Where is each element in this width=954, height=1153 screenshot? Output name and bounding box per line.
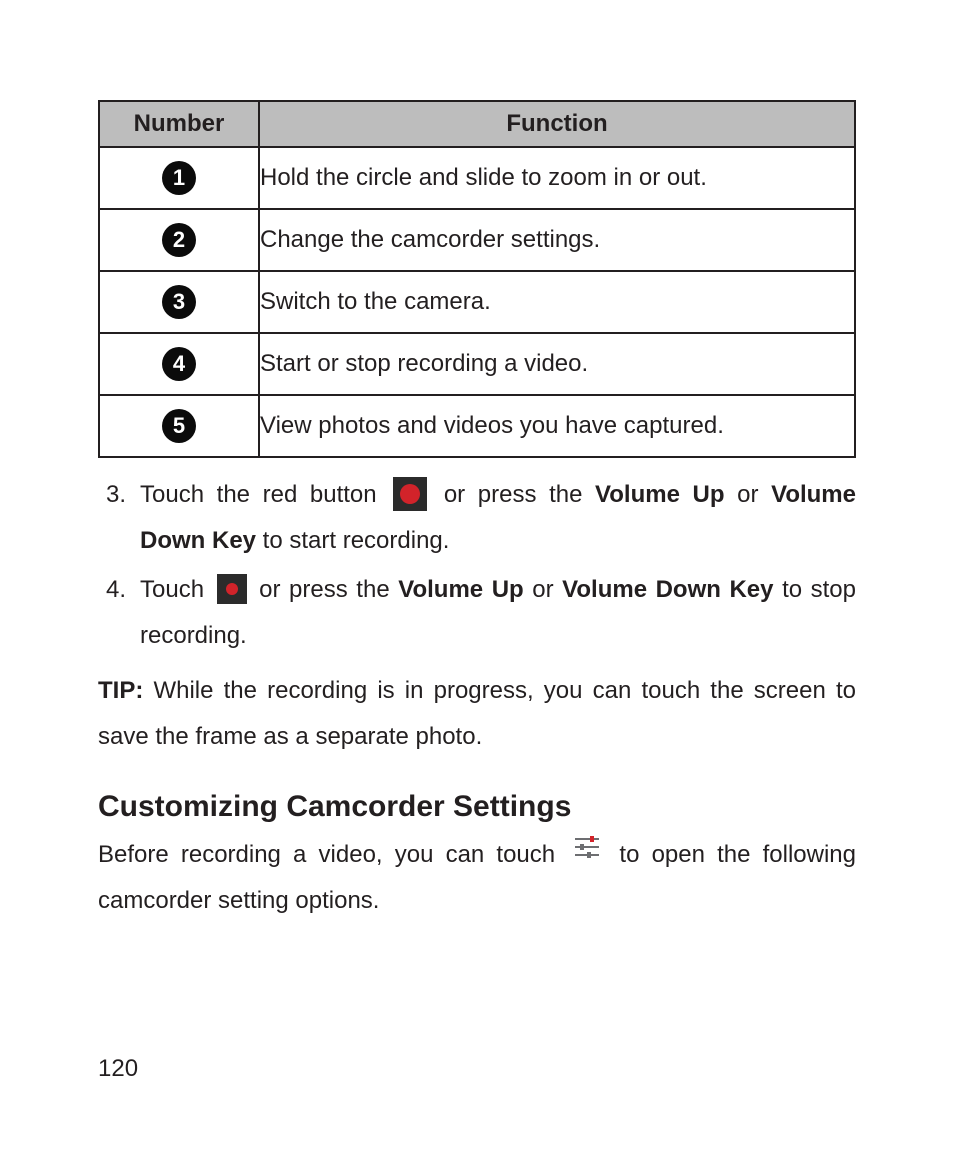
badge-cell: 5 bbox=[99, 395, 259, 457]
function-cell: Hold the circle and slide to zoom in or … bbox=[259, 147, 855, 209]
step-4: 4. Touch or press the Volume Up or Volum… bbox=[98, 567, 856, 658]
table-row: 3 Switch to the camera. bbox=[99, 271, 855, 333]
page-number: 120 bbox=[98, 1055, 138, 1083]
badge-cell: 2 bbox=[99, 209, 259, 271]
text: or press the bbox=[431, 481, 595, 508]
text: or bbox=[524, 576, 562, 603]
step-body: Touch or press the Volume Up or Volume D… bbox=[140, 567, 856, 658]
table-row: 1 Hold the circle and slide to zoom in o… bbox=[99, 147, 855, 209]
badge-cell: 4 bbox=[99, 333, 259, 395]
badge-cell: 1 bbox=[99, 147, 259, 209]
settings-sliders-icon bbox=[573, 830, 601, 876]
col-header-number: Number bbox=[99, 101, 259, 147]
tip-paragraph: TIP: While the recording is in progress,… bbox=[98, 668, 856, 759]
text: to start recording. bbox=[256, 527, 449, 554]
number-badge-icon: 5 bbox=[162, 409, 196, 443]
instruction-list: 3. Touch the red button or press the Vol… bbox=[98, 472, 856, 658]
text: Touch bbox=[140, 576, 213, 603]
function-cell: View photos and videos you have captured… bbox=[259, 395, 855, 457]
step-body: Touch the red button or press the Volume… bbox=[140, 472, 856, 563]
table-header-row: Number Function bbox=[99, 101, 855, 147]
section-paragraph: Before recording a video, you can touch … bbox=[98, 832, 856, 924]
number-badge-icon: 3 bbox=[162, 285, 196, 319]
step-number: 3. bbox=[98, 472, 126, 563]
volume-up-label: Volume Up bbox=[398, 576, 523, 603]
function-cell: Change the camcorder settings. bbox=[259, 209, 855, 271]
number-badge-icon: 4 bbox=[162, 347, 196, 381]
record-button-small-icon bbox=[217, 574, 247, 604]
text: Before recording a video, you can touch bbox=[98, 841, 567, 868]
tip-text: While the recording is in progress, you … bbox=[98, 677, 856, 750]
tip-label: TIP: bbox=[98, 677, 143, 704]
function-table: Number Function 1 Hold the circle and sl… bbox=[98, 100, 856, 458]
manual-page: Number Function 1 Hold the circle and sl… bbox=[0, 0, 954, 1153]
text: Touch the red button bbox=[140, 481, 389, 508]
number-badge-icon: 1 bbox=[162, 161, 196, 195]
record-button-large-icon bbox=[393, 477, 427, 511]
table-row: 4 Start or stop recording a video. bbox=[99, 333, 855, 395]
volume-down-key-label: Volume Down Key bbox=[562, 576, 773, 603]
table-row: 2 Change the camcorder settings. bbox=[99, 209, 855, 271]
step-3: 3. Touch the red button or press the Vol… bbox=[98, 472, 856, 563]
text: or bbox=[725, 481, 772, 508]
function-cell: Start or stop recording a video. bbox=[259, 333, 855, 395]
number-badge-icon: 2 bbox=[162, 223, 196, 257]
volume-up-label: Volume Up bbox=[595, 481, 725, 508]
function-cell: Switch to the camera. bbox=[259, 271, 855, 333]
step-number: 4. bbox=[98, 567, 126, 658]
table-row: 5 View photos and videos you have captur… bbox=[99, 395, 855, 457]
section-heading: Customizing Camcorder Settings bbox=[98, 790, 856, 824]
text: or press the bbox=[251, 576, 399, 603]
badge-cell: 3 bbox=[99, 271, 259, 333]
col-header-function: Function bbox=[259, 101, 855, 147]
